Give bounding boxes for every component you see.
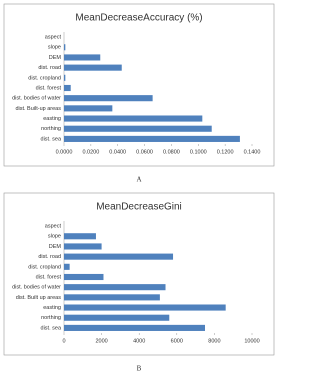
bar xyxy=(64,253,174,260)
x-tick-label: 6000 xyxy=(171,338,183,344)
bar xyxy=(64,324,205,331)
x-tick-label: 0.0600 xyxy=(136,149,153,155)
bar xyxy=(64,44,66,51)
bar xyxy=(64,84,71,92)
bar xyxy=(64,263,70,270)
bar xyxy=(64,64,122,71)
y-tick-label: slope xyxy=(48,234,61,240)
y-tick-label: aspect xyxy=(45,35,62,41)
y-tick-label: aspect xyxy=(45,224,62,230)
y-tick-label: easting xyxy=(43,305,61,311)
x-tick-label: 0.1000 xyxy=(190,149,207,155)
x-tick-label: 2000 xyxy=(95,338,107,344)
bar xyxy=(64,233,96,240)
x-tick-label: 0 xyxy=(62,338,65,344)
x-tick-label: 4000 xyxy=(133,338,145,344)
bar xyxy=(64,243,102,250)
y-tick-label: dist. bodies of water xyxy=(12,96,61,102)
y-tick-label: dist. road xyxy=(38,65,61,71)
bar xyxy=(64,125,212,132)
bar xyxy=(64,105,113,112)
bar xyxy=(64,273,104,281)
y-tick-label: northing xyxy=(41,315,61,321)
bar xyxy=(64,95,153,102)
y-tick-label: dist. Built-up areas xyxy=(15,106,61,112)
x-tick-label: 0.0400 xyxy=(109,149,126,155)
chart-title: MeanDecreaseAccuracy (%) xyxy=(75,13,202,24)
y-tick-label: dist. sea xyxy=(41,136,62,142)
y-tick-label: easting xyxy=(43,116,61,122)
bar xyxy=(64,314,170,321)
y-tick-label: dist. cropland xyxy=(28,264,61,270)
figure: MeanDecreaseAccuracy (%) 0.0000 0.0200 0.04… xyxy=(3,3,275,373)
bar xyxy=(64,304,226,311)
caption: A xyxy=(136,176,141,184)
y-tick-label: dist. forest xyxy=(36,85,62,91)
x-tick-label: 0.1200 xyxy=(217,149,234,155)
x-tick-label: 0.1400 xyxy=(244,149,261,155)
y-tick-label: slope xyxy=(48,45,61,51)
y-tick-label: dist. sea xyxy=(41,325,62,331)
bar xyxy=(64,54,101,61)
x-tick-label: 0.0000 xyxy=(56,149,73,155)
y-tick-label: dist. forest xyxy=(36,274,62,280)
x-tick-label: 0.0200 xyxy=(82,149,99,155)
y-tick-label: dist. bodies of water xyxy=(12,285,61,291)
bar xyxy=(64,115,203,122)
x-tick-label: 8000 xyxy=(208,338,220,344)
bar xyxy=(64,135,240,142)
y-tick-label: dist. road xyxy=(38,254,61,260)
y-tick-label: northing xyxy=(41,126,61,132)
y-tick-label: DEM xyxy=(49,55,62,61)
chart-title: MeanDecreaseGini xyxy=(96,202,182,213)
bar xyxy=(64,74,66,81)
bar xyxy=(64,284,166,291)
y-tick-label: dist. cropland xyxy=(28,75,61,81)
bar xyxy=(64,294,160,301)
x-tick-label: 0.0800 xyxy=(163,149,180,155)
y-tick-label: DEM xyxy=(49,244,62,250)
x-tick-label: 10000 xyxy=(244,338,259,344)
caption: B xyxy=(137,365,142,373)
y-tick-label: dist. Built up areas xyxy=(16,295,61,301)
